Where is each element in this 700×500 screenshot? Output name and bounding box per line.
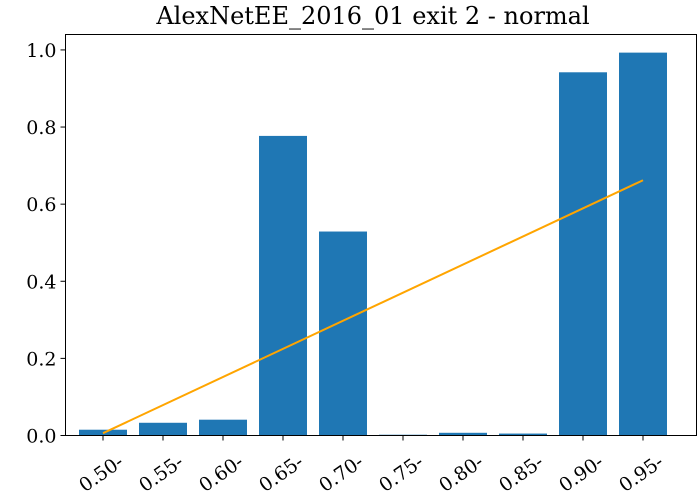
bar-9: [619, 52, 667, 436]
x-tick-label-8: 0.90-: [555, 451, 608, 497]
bar-4: [319, 231, 367, 436]
chart-title: AlexNetEE_2016_01 exit 2 - normal: [155, 2, 589, 30]
x-tick-label-2: 0.60-: [195, 451, 248, 497]
bar-1: [139, 422, 187, 436]
x-tick-label-5: 0.75-: [375, 451, 428, 497]
bar-3: [259, 135, 307, 436]
bar-8: [559, 72, 607, 436]
x-tick-label-1: 0.55-: [135, 451, 188, 497]
y-tick-label-4: 0.8: [26, 117, 56, 139]
y-tick-label-5: 1.0: [26, 40, 56, 62]
y-tick-label-3: 0.6: [26, 194, 56, 216]
bars-group: [79, 52, 667, 436]
bar-6: [439, 432, 487, 436]
trendline: [102, 179, 644, 435]
bar-2: [199, 419, 247, 436]
x-tick-label-7: 0.85-: [495, 451, 548, 497]
trendline-group: [102, 179, 644, 435]
y-tick-label-2: 0.4: [26, 271, 56, 293]
x-tick-label-6: 0.80-: [435, 451, 488, 497]
x-tick-label-3: 0.65-: [255, 451, 308, 497]
x-tick-label-0: 0.50-: [75, 451, 128, 497]
y-tick-label-0: 0.0: [26, 426, 56, 448]
bar-7: [499, 433, 547, 436]
x-tick-label-4: 0.70-: [315, 451, 368, 497]
x-axis: 0.50- 0.55- 0.60- 0.65- 0.70- 0.75- 0.80- 0.85-…: [75, 435, 668, 497]
x-tick-label-9: 0.95-: [615, 451, 668, 497]
plot-frame: [65, 34, 697, 436]
y-tick-label-1: 0.2: [26, 348, 56, 370]
y-axis: 0.0 0.2 0.4 0.6 0.8 1.0: [26, 40, 66, 448]
